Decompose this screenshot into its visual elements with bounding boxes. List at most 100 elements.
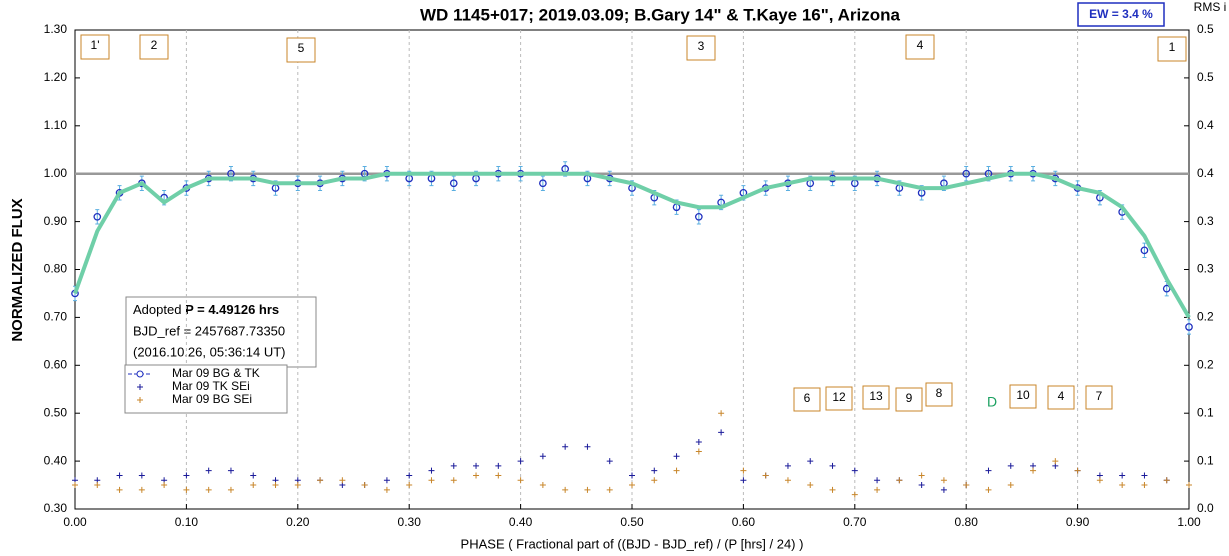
data-point xyxy=(1140,246,1149,255)
legend-label: Mar 09 BG SEi xyxy=(172,392,252,406)
info-text: Adopted xyxy=(133,302,181,317)
plus-point xyxy=(1186,482,1192,489)
plus-point xyxy=(183,472,190,479)
annotation-box xyxy=(686,35,716,61)
annotation-label: 13 xyxy=(869,389,883,403)
y-tick-label: 0.70 xyxy=(44,310,68,324)
legend-swatch xyxy=(136,370,144,378)
plus-point xyxy=(1074,467,1081,474)
y2-tick-label: 0.4 xyxy=(1197,166,1214,180)
info-text: P = 4.49126 hrs xyxy=(185,302,279,317)
plus-point xyxy=(807,482,814,489)
data-point xyxy=(962,169,971,178)
plus-point xyxy=(829,462,836,469)
annotation-box xyxy=(1047,385,1075,410)
plus-point xyxy=(339,477,346,484)
plus-point xyxy=(250,472,257,479)
plus-point xyxy=(517,458,524,465)
plus-point xyxy=(606,458,613,465)
plus-point xyxy=(294,482,301,489)
legend-box xyxy=(124,364,288,414)
annotation-label: 1 xyxy=(1169,40,1176,54)
data-point xyxy=(539,179,547,188)
y-tick-label: 0.30 xyxy=(44,501,68,515)
plus-point xyxy=(450,477,457,484)
plus-point xyxy=(1141,482,1148,489)
x-tick-label: 0.90 xyxy=(1066,515,1090,529)
plus-point xyxy=(851,467,858,474)
plus-point xyxy=(562,486,569,493)
data-point xyxy=(449,179,458,188)
plus-point xyxy=(473,472,480,479)
fit-line xyxy=(73,171,1191,319)
annotation-label: 5 xyxy=(298,41,305,55)
plus-point xyxy=(584,443,591,450)
annotation-label: 8 xyxy=(936,386,943,400)
plus-point xyxy=(227,467,234,474)
ew-box xyxy=(1077,2,1165,27)
plus-point xyxy=(1141,472,1148,479)
data-point xyxy=(1185,323,1193,331)
annotation-box xyxy=(825,386,853,411)
error-bar xyxy=(696,209,701,225)
plus-point xyxy=(517,477,524,484)
annotation-box xyxy=(862,385,890,410)
plus-point xyxy=(651,467,658,474)
plus-point xyxy=(428,477,435,484)
plus-point xyxy=(718,410,725,417)
plus-point xyxy=(673,467,680,474)
annotation-label: 10 xyxy=(1016,388,1030,402)
plus-point xyxy=(985,486,992,493)
plus-point xyxy=(807,458,814,465)
annotation-box xyxy=(1085,385,1113,410)
plus-point xyxy=(1096,477,1103,484)
plus-point xyxy=(629,482,635,489)
info-line: (2016.10.26, 05:36:14 UT) xyxy=(133,344,286,359)
annotation-box xyxy=(286,37,316,63)
plus-point xyxy=(227,486,234,493)
x-tick-label: 0.30 xyxy=(398,515,422,529)
annotation-label: 9 xyxy=(906,391,913,405)
plus-point xyxy=(874,486,881,493)
y-tick-label: 1.20 xyxy=(44,70,68,84)
plus-point xyxy=(784,462,791,469)
plus-point xyxy=(383,486,390,493)
plus-point xyxy=(940,477,947,484)
x-axis-label: PHASE ( Fractional part of ((BJD - BJD_r… xyxy=(461,536,804,551)
info-line: Adopted P = 4.49126 hrs xyxy=(133,302,279,317)
annotation-box xyxy=(905,34,935,60)
annotation-box xyxy=(895,387,923,412)
data-point xyxy=(1162,284,1171,293)
y-tick-label: 0.40 xyxy=(44,453,68,467)
plus-point xyxy=(116,486,123,493)
plus-point xyxy=(718,429,725,436)
annotation-label: 4 xyxy=(1058,389,1065,403)
annotation-label: 6 xyxy=(804,391,811,405)
plus-point xyxy=(1007,462,1014,469)
y-tick-label: 0.50 xyxy=(44,405,68,419)
plus-point xyxy=(1119,482,1126,489)
plus-point xyxy=(1163,477,1170,484)
plus-point xyxy=(138,486,145,493)
y2-tick-label: 0.3 xyxy=(1197,214,1214,228)
error-bar xyxy=(1142,242,1147,259)
plus-point xyxy=(940,486,947,493)
plus-point xyxy=(985,467,992,474)
annotation-box xyxy=(1157,36,1187,62)
y2-tick-label: 0.3 xyxy=(1197,262,1214,276)
plus-point xyxy=(250,482,257,489)
y-tick-label: 0.60 xyxy=(44,357,68,371)
plus-point xyxy=(918,482,925,489)
legend-swatch xyxy=(137,384,143,390)
x-tick-label: 1.00 xyxy=(1177,515,1201,529)
x-tick-label: 0.50 xyxy=(620,515,644,529)
plus-point xyxy=(740,477,747,484)
annotation-label: 2 xyxy=(151,38,158,52)
plus-point xyxy=(205,467,212,474)
y2-tick-label: 0.4 xyxy=(1197,118,1214,132)
plus-point xyxy=(72,482,78,489)
legend-swatch xyxy=(137,397,143,403)
x-tick-label: 0.20 xyxy=(286,515,310,529)
y2-tick-label: 0.2 xyxy=(1197,310,1214,324)
